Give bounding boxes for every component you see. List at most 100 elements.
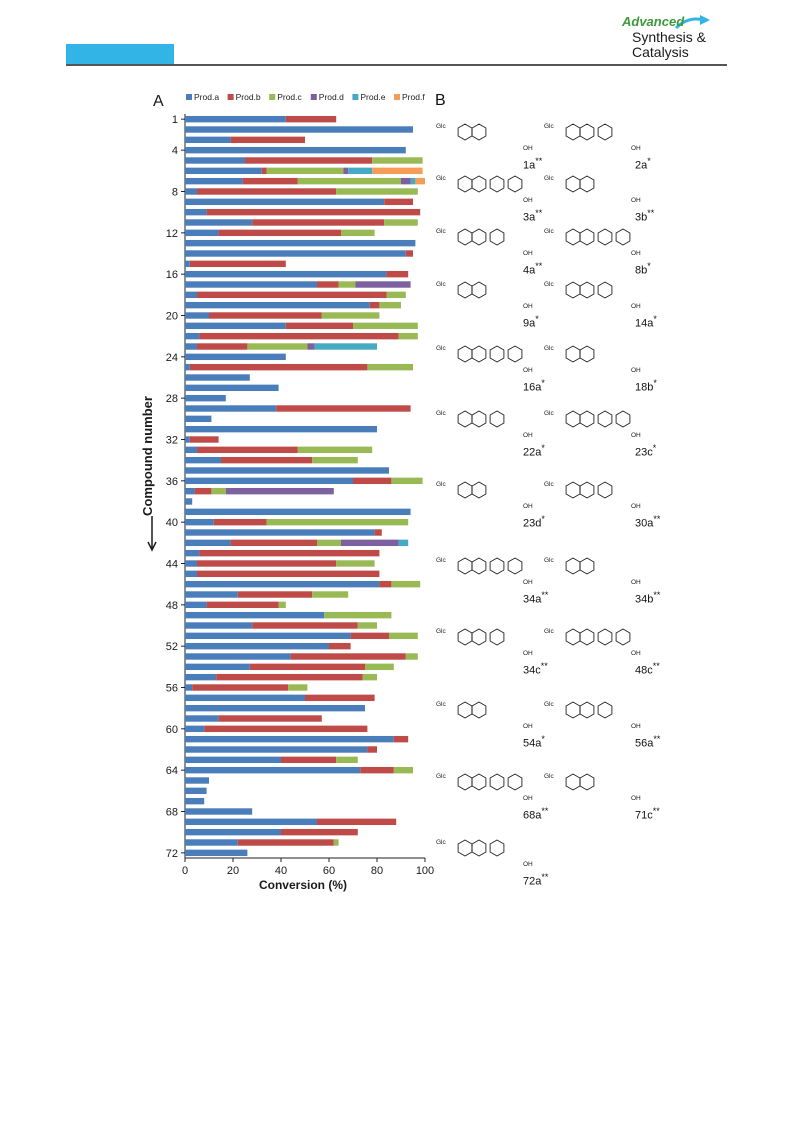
bar-segment — [185, 663, 250, 671]
bar-segment — [324, 611, 392, 619]
bar-segment — [185, 136, 231, 144]
glc-group-label: Glc — [436, 773, 447, 780]
bar-segment — [185, 270, 387, 278]
bar-segment — [185, 725, 205, 733]
hydroxyl-label: OH — [523, 197, 533, 204]
bar-segment — [317, 818, 397, 826]
hydroxyl-label: OH — [631, 795, 641, 802]
legend-swatch — [227, 94, 234, 100]
bar-segment — [341, 539, 399, 547]
bar-segment — [252, 219, 385, 226]
compound-id: 22a — [523, 446, 542, 459]
bar-segment — [185, 704, 365, 712]
bar-segment — [213, 518, 267, 526]
molecule-drawing: Glc OH — [436, 281, 533, 310]
ring-bond — [471, 701, 487, 719]
bar-segment — [353, 477, 392, 485]
logo-advanced-text: Advanced — [622, 14, 685, 29]
structure-1a: Glc OH 1a** — [435, 110, 545, 172]
compound-id: 3b — [635, 211, 648, 224]
hydroxyl-label: OH — [631, 367, 641, 374]
bar-segment — [343, 167, 349, 175]
y-tick-label: 56 — [166, 683, 178, 695]
conversion-bar-chart: A Prod.a Prod.b Prod.c Prod.d Prod.e Prod.f 1… — [140, 92, 434, 892]
bar-segment — [185, 549, 200, 557]
bar-segment — [185, 415, 212, 423]
compound-id: 48c — [635, 664, 653, 677]
bar-segment — [185, 839, 238, 846]
bar-segment — [221, 456, 313, 464]
glc-group-label: Glc — [544, 281, 555, 288]
glc-group-label: Glc — [436, 481, 447, 488]
bar-segment — [194, 487, 212, 495]
compound-mark: ** — [540, 661, 548, 671]
compound-id: 8b — [635, 264, 648, 277]
ring-bond — [489, 557, 505, 575]
molecule-drawing: Glc OH — [436, 345, 533, 374]
ring-bond — [579, 175, 595, 193]
molecule-drawing: Glc OH — [436, 773, 533, 802]
ring-bond — [489, 839, 505, 857]
bar-segment — [185, 126, 413, 133]
hydroxyl-label: OH — [523, 145, 533, 152]
hydroxyl-label: OH — [631, 723, 641, 730]
glc-group-label: Glc — [544, 628, 555, 635]
bar-segment — [230, 539, 317, 547]
bar-segment — [401, 177, 411, 185]
bar-segment — [209, 312, 322, 319]
compound-mark: ** — [535, 208, 543, 218]
bar-segment — [185, 477, 353, 485]
ring-bond — [597, 281, 613, 299]
bar-segment — [185, 281, 317, 288]
compound-mark: ** — [541, 590, 549, 600]
compound-id: 54a — [523, 737, 542, 750]
compound-mark: * — [652, 443, 657, 453]
compound-mark: * — [541, 514, 545, 524]
bar-segment — [185, 828, 281, 836]
bar-segment — [185, 374, 250, 381]
bar-segment — [185, 797, 205, 805]
bar-segment — [384, 219, 418, 226]
bar-segment — [185, 363, 190, 371]
ring-bond — [565, 175, 581, 193]
molecule-drawing: Glc OH — [544, 557, 641, 586]
glc-group-label: Glc — [436, 345, 447, 352]
bar-segment — [185, 291, 197, 299]
y-tick-label: 72 — [166, 848, 178, 860]
structure-56a: Glc OH 56a** — [543, 688, 660, 750]
bar-segment — [360, 766, 394, 774]
molecule-drawing: Glc OH — [436, 123, 533, 152]
ring-bond — [457, 410, 473, 428]
bar-segment — [185, 250, 406, 257]
bar-segment — [185, 818, 317, 826]
bar-segment — [218, 229, 341, 237]
compound-label: 2a* — [635, 156, 651, 172]
glc-group-label: Glc — [544, 123, 555, 130]
chart-legend: Prod.a Prod.b Prod.c Prod.d Prod.e Prod.f — [186, 92, 425, 102]
bar-segment — [288, 684, 308, 691]
bar-segment — [249, 663, 365, 671]
bar-segment — [372, 157, 423, 164]
ring-bond — [565, 701, 581, 719]
bar-segment — [185, 260, 190, 268]
hydroxyl-label: OH — [523, 432, 533, 439]
glc-group-label: Glc — [544, 701, 555, 708]
glc-group-label: Glc — [544, 345, 555, 352]
bar-segment — [185, 219, 253, 226]
legend-swatch — [269, 94, 276, 100]
compound-label: 23d* — [523, 514, 545, 530]
ring-bond — [579, 773, 595, 791]
molecule-drawing: Glc OH — [436, 175, 533, 204]
structure-23c: Glc OH 23c* — [543, 397, 656, 459]
y-tick-label: 32 — [166, 435, 178, 447]
compound-label: 68a** — [523, 806, 548, 822]
compound-id: 18b — [635, 381, 654, 394]
bar-segment — [185, 146, 406, 154]
compound-label: 34b** — [635, 590, 660, 606]
x-tick-label: 60 — [323, 865, 335, 877]
ring-bond — [457, 701, 473, 719]
bar-segment — [185, 766, 361, 774]
structure-14a: Glc OH 14a* — [543, 268, 657, 330]
structure-34b: Glc OH 34b** — [543, 544, 660, 606]
bar-segment — [336, 756, 358, 764]
